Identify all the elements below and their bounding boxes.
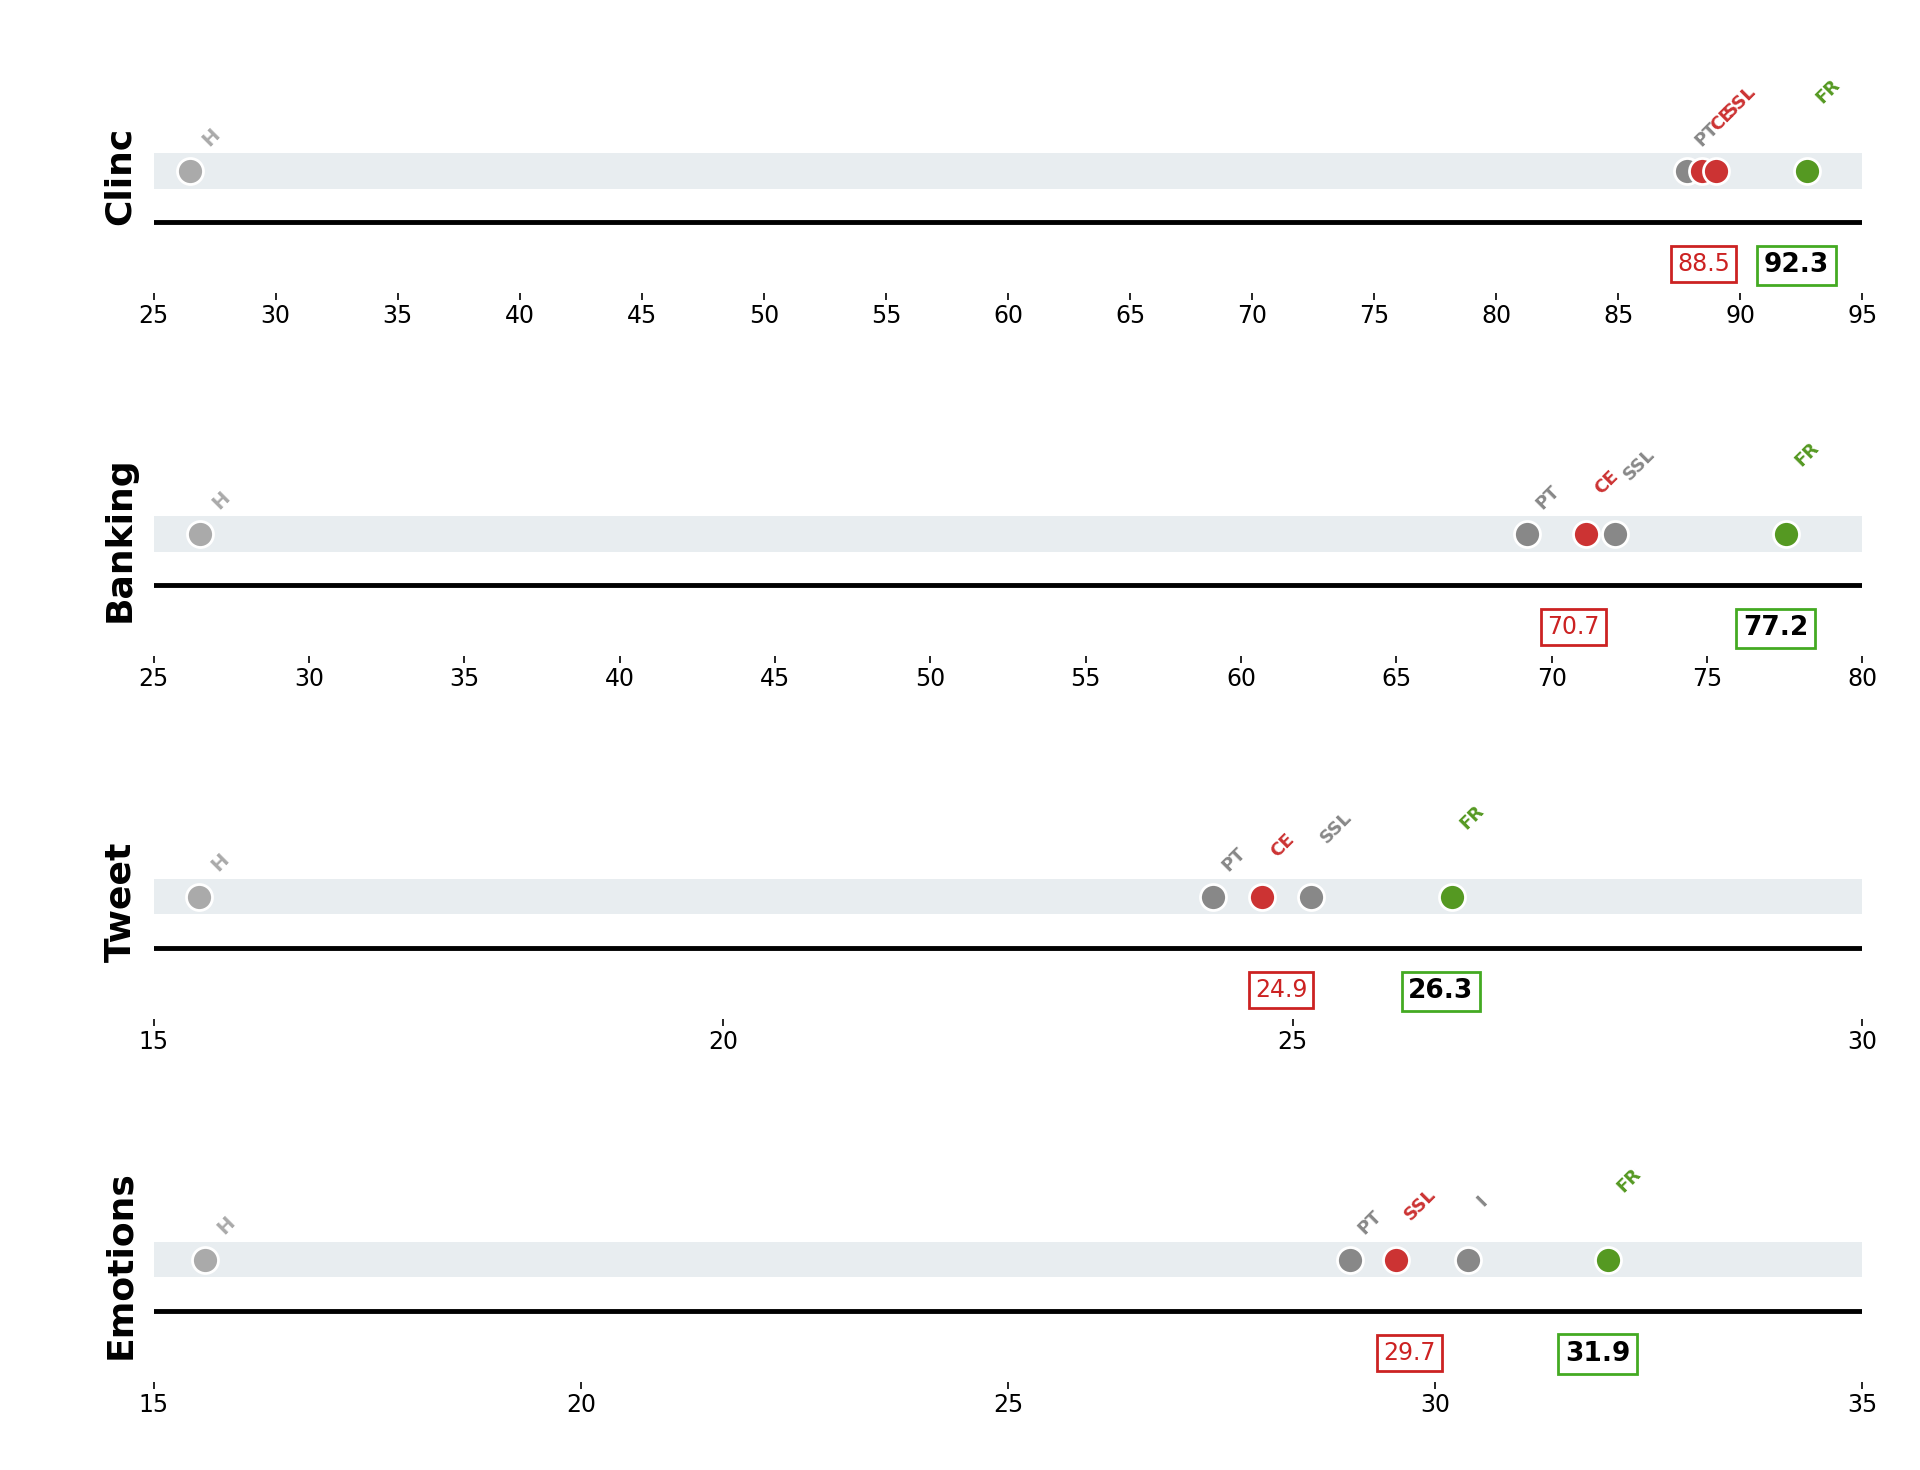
Bar — [154, 879, 1862, 914]
Text: SSL: SSL — [1402, 1185, 1440, 1225]
Text: H: H — [207, 850, 232, 875]
Point — [1670, 159, 1701, 182]
Point — [1594, 1248, 1624, 1272]
Text: 31.9: 31.9 — [1565, 1341, 1630, 1367]
Point — [1701, 159, 1732, 182]
Text: SSL: SSL — [1720, 82, 1759, 121]
Point — [1380, 1248, 1411, 1272]
Text: SSL: SSL — [1317, 809, 1356, 847]
Text: 92.3: 92.3 — [1764, 253, 1830, 278]
Text: FR: FR — [1613, 1164, 1645, 1195]
Point — [1436, 885, 1467, 908]
Text: PT: PT — [1532, 482, 1563, 513]
Point — [1571, 522, 1601, 545]
Text: FR: FR — [1812, 75, 1843, 107]
Point — [184, 885, 215, 908]
Text: 77.2: 77.2 — [1743, 614, 1809, 641]
Text: CE: CE — [1267, 831, 1298, 861]
Text: FR: FR — [1457, 801, 1488, 832]
Bar — [154, 516, 1862, 551]
Y-axis label: Clinc: Clinc — [104, 126, 136, 225]
Text: 24.9: 24.9 — [1256, 978, 1308, 1003]
Text: PT: PT — [1692, 119, 1722, 150]
Point — [1599, 522, 1630, 545]
Text: PT: PT — [1217, 845, 1248, 875]
Text: FR: FR — [1791, 438, 1822, 469]
Text: CE: CE — [1592, 467, 1622, 498]
Point — [175, 159, 205, 182]
Point — [1334, 1248, 1365, 1272]
Point — [1453, 1248, 1484, 1272]
Point — [1296, 885, 1327, 908]
Y-axis label: Emotions: Emotions — [104, 1170, 136, 1360]
Point — [190, 1248, 221, 1272]
Point — [1770, 522, 1801, 545]
Bar — [154, 153, 1862, 188]
Point — [1688, 159, 1718, 182]
Text: H: H — [209, 488, 234, 513]
Point — [1511, 522, 1542, 545]
Bar — [154, 1242, 1862, 1277]
Y-axis label: Banking: Banking — [104, 456, 136, 622]
Text: 29.7: 29.7 — [1384, 1341, 1436, 1366]
Point — [1198, 885, 1229, 908]
Text: 88.5: 88.5 — [1678, 253, 1730, 276]
Text: I: I — [1473, 1192, 1490, 1210]
Text: 70.7: 70.7 — [1548, 614, 1599, 639]
Point — [1791, 159, 1822, 182]
Text: H: H — [213, 1213, 238, 1238]
Text: PT: PT — [1356, 1207, 1386, 1238]
Text: 26.3: 26.3 — [1407, 978, 1473, 1004]
Point — [1246, 885, 1277, 908]
Y-axis label: Tweet: Tweet — [104, 842, 136, 961]
Text: SSL: SSL — [1620, 445, 1659, 484]
Text: H: H — [200, 125, 225, 150]
Text: CE: CE — [1707, 104, 1738, 135]
Point — [184, 522, 215, 545]
